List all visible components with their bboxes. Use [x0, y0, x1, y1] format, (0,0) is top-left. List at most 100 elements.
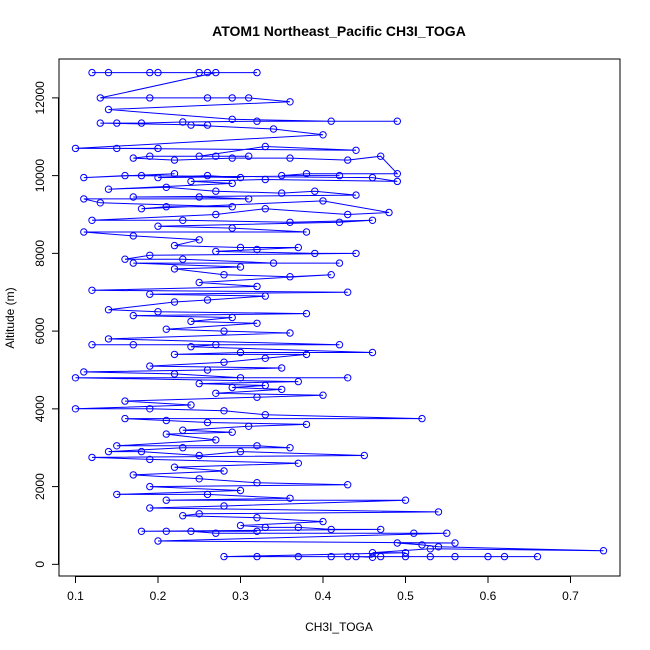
y-tick-label: 12000	[33, 81, 47, 115]
data-point	[236, 173, 245, 182]
data-point	[146, 405, 154, 413]
data-point	[195, 475, 203, 483]
data-point	[96, 94, 105, 102]
x-tick-label: 0.3	[232, 589, 249, 603]
data-point	[327, 552, 335, 561]
data-point	[162, 527, 171, 535]
data-point	[80, 228, 88, 236]
data-point	[170, 370, 179, 378]
data-point	[352, 146, 360, 155]
data-point	[146, 455, 154, 464]
data-point	[187, 317, 195, 326]
data-point	[212, 436, 220, 444]
data-point	[344, 481, 352, 489]
series-line	[75, 72, 604, 558]
x-axis-label: CH3I_TOGA	[305, 620, 373, 634]
data-point	[104, 185, 113, 193]
data-point	[187, 121, 195, 129]
data-point	[187, 343, 195, 351]
data-point	[179, 216, 187, 225]
data-point	[203, 68, 212, 77]
data-point	[170, 170, 179, 178]
data-point	[220, 502, 228, 510]
data-point	[377, 525, 385, 534]
data-point	[286, 329, 294, 337]
data-point	[253, 514, 261, 522]
data-point	[154, 68, 162, 77]
data-point	[253, 393, 261, 401]
data-point	[418, 541, 426, 549]
data-point	[162, 183, 171, 192]
data-point	[294, 552, 302, 561]
data-point	[154, 222, 162, 230]
data-point	[319, 197, 327, 205]
data-point	[302, 309, 311, 318]
data-point	[302, 350, 311, 359]
data-point	[80, 173, 88, 182]
data-point	[121, 255, 129, 263]
data-point	[327, 117, 335, 125]
data-point	[393, 170, 401, 178]
data-point	[302, 420, 311, 429]
data-point	[170, 156, 179, 164]
data-point	[220, 552, 228, 561]
data-point	[228, 179, 236, 188]
data-point	[418, 414, 426, 423]
data-point	[228, 94, 236, 102]
data-point	[294, 459, 302, 467]
data-point	[286, 273, 294, 281]
data-point	[228, 203, 236, 211]
data-point	[162, 325, 171, 333]
data-point	[253, 319, 261, 327]
data-point	[286, 444, 294, 452]
x-tick-label: 0.7	[562, 589, 579, 603]
data-point	[212, 247, 220, 256]
data-point	[212, 341, 220, 349]
data-point	[484, 552, 492, 561]
data-point	[302, 170, 311, 178]
data-point	[104, 335, 113, 343]
y-axis: 0 2000 4000 6000 8000 10000 12000	[33, 81, 59, 568]
data-point	[335, 171, 344, 180]
data-point	[80, 368, 88, 376]
data-point	[129, 471, 138, 479]
data-point	[146, 251, 154, 260]
data-point	[278, 171, 286, 180]
data-point	[253, 117, 261, 125]
data-point	[212, 68, 220, 77]
data-point	[434, 543, 443, 551]
data-point	[113, 119, 121, 127]
data-point	[113, 144, 121, 153]
data-point	[212, 152, 220, 160]
data-point	[220, 407, 228, 415]
data-point	[195, 68, 203, 77]
data-point	[137, 527, 146, 535]
data-point	[294, 523, 302, 532]
data-point	[187, 401, 195, 409]
data-point	[253, 282, 261, 291]
data-point	[599, 547, 608, 555]
data-point	[203, 366, 212, 374]
data-point	[195, 152, 203, 160]
data-point	[451, 539, 459, 547]
data-point	[179, 512, 187, 520]
data-point	[311, 187, 319, 195]
data-point	[129, 193, 138, 201]
data-point	[203, 296, 212, 304]
data-point	[385, 208, 393, 217]
data-point	[170, 298, 179, 306]
data-point	[179, 255, 187, 263]
data-point	[220, 271, 228, 279]
data-point	[170, 463, 179, 471]
data-point	[154, 537, 162, 545]
data-point	[146, 482, 154, 491]
data-point	[146, 152, 154, 160]
data-point	[228, 154, 236, 162]
data-point	[220, 358, 228, 366]
data-point	[451, 552, 459, 561]
data-point	[294, 243, 302, 252]
data-point	[203, 171, 212, 180]
data-point	[88, 453, 96, 462]
data-point	[104, 105, 113, 114]
data-point	[434, 508, 443, 516]
